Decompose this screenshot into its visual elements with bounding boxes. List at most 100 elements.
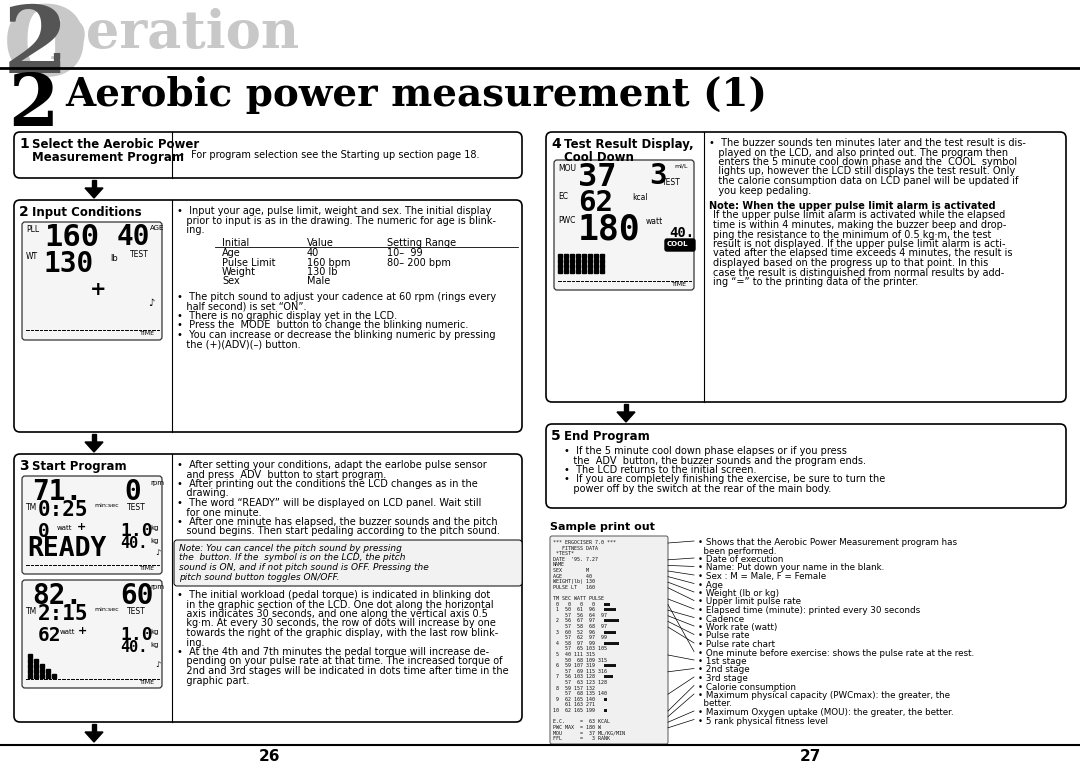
Text: •  If you are completely finishing the exercise, be sure to turn the: • If you are completely finishing the ex…: [564, 475, 886, 485]
Text: in the graphic section of the LCD. One dot along the horizontal: in the graphic section of the LCD. One d…: [177, 600, 494, 610]
Text: •  The initial workload (pedal torque) is indicated in blinking dot: • The initial workload (pedal torque) is…: [177, 590, 490, 600]
Text: • 5 rank physical fitness level: • 5 rank physical fitness level: [698, 716, 828, 726]
Text: TM SEC WATT PULSE: TM SEC WATT PULSE: [553, 596, 604, 601]
Text: 0: 0: [124, 478, 140, 506]
Text: you keep pedaling.: you keep pedaling.: [708, 185, 811, 195]
Text: FFL      =   3 RANK: FFL = 3 RANK: [553, 736, 610, 741]
Text: 40.: 40.: [120, 536, 147, 551]
Text: 3  60  52  96   ■■■■: 3 60 52 96 ■■■■: [553, 629, 616, 635]
Text: power off by the switch at the rear of the main body.: power off by the switch at the rear of t…: [564, 484, 832, 494]
FancyBboxPatch shape: [174, 540, 522, 586]
Text: Test Result Display,: Test Result Display,: [564, 138, 693, 151]
FancyBboxPatch shape: [546, 132, 1066, 402]
FancyBboxPatch shape: [14, 454, 522, 722]
Text: min:sec: min:sec: [94, 607, 119, 612]
Text: drawing.: drawing.: [177, 488, 229, 498]
Text: 10  62 165 199   ■: 10 62 165 199 ■: [553, 708, 607, 713]
Text: 0   0   0   0   ■■: 0 0 0 0 ■■: [553, 601, 610, 607]
Text: ing.: ing.: [177, 638, 204, 648]
Text: 61 163 271: 61 163 271: [553, 703, 595, 707]
Text: time is within 4 minutes, making the buzzer beep and drop-: time is within 4 minutes, making the buz…: [713, 220, 1007, 230]
Text: MOU: MOU: [558, 164, 576, 173]
Text: ing “=” to the printing data of the printer.: ing “=” to the printing data of the prin…: [713, 277, 918, 287]
Text: • Pulse rate: • Pulse rate: [698, 632, 750, 640]
Text: kg·m. At every 30 seconds, the row of dots will increase by one: kg·m. At every 30 seconds, the row of do…: [177, 619, 496, 629]
Text: 5: 5: [551, 429, 561, 443]
FancyBboxPatch shape: [14, 200, 522, 432]
Bar: [92, 724, 96, 732]
Text: ping the resistance to the minimum of 0.5 kg·m, the test: ping the resistance to the minimum of 0.…: [713, 230, 991, 240]
Text: 60: 60: [120, 582, 153, 610]
Text: 1.0: 1.0: [120, 522, 152, 540]
Text: • One minute before exercise: shows the pulse rate at the rest.: • One minute before exercise: shows the …: [698, 649, 974, 658]
Text: •  You can increase or decrease the blinking numeric by pressing: • You can increase or decrease the blink…: [177, 330, 496, 340]
Text: kg: kg: [150, 525, 159, 531]
Text: 57  63 123 128: 57 63 123 128: [553, 680, 607, 685]
FancyBboxPatch shape: [22, 580, 162, 688]
Text: • Shows that the Aerobic Power Measurement program has: • Shows that the Aerobic Power Measureme…: [698, 538, 957, 547]
Text: AGE: AGE: [150, 225, 164, 231]
Text: •  At the 4th and 7th minutes the pedal torque will increase de-: • At the 4th and 7th minutes the pedal t…: [177, 647, 489, 657]
Text: • Sex : M = Male, F = Female: • Sex : M = Male, F = Female: [698, 572, 826, 581]
Text: TIME: TIME: [140, 331, 156, 336]
Text: graphic part.: graphic part.: [177, 675, 249, 685]
Text: Value: Value: [307, 239, 334, 249]
Text: •  The buzzer sounds ten minutes later and the test result is dis-: • The buzzer sounds ten minutes later an…: [708, 138, 1026, 148]
Text: *** ERGOCISER 7.0 ***: *** ERGOCISER 7.0 ***: [553, 540, 616, 545]
Text: O: O: [3, 2, 87, 96]
Polygon shape: [85, 442, 103, 452]
Text: Weight: Weight: [222, 267, 256, 277]
Text: 57  58  68  97: 57 58 68 97: [553, 624, 607, 629]
Text: Initial: Initial: [222, 239, 249, 249]
Text: TM: TM: [26, 607, 37, 616]
Text: Sex: Sex: [222, 276, 240, 286]
Text: Start Program: Start Program: [32, 460, 126, 473]
FancyBboxPatch shape: [546, 424, 1066, 508]
Text: towards the right of the graphic display, with the last row blink-: towards the right of the graphic display…: [177, 628, 498, 638]
Text: 160 bpm: 160 bpm: [307, 257, 351, 268]
Text: been performed.: been performed.: [698, 546, 777, 555]
Text: 130 lb: 130 lb: [307, 267, 337, 277]
Text: • Upper limit pulse rate: • Upper limit pulse rate: [698, 597, 801, 607]
Text: 2:15: 2:15: [38, 604, 89, 624]
Text: TIME: TIME: [140, 680, 156, 685]
Text: 40.: 40.: [120, 640, 147, 655]
Text: +: +: [78, 626, 87, 636]
Text: 7  56 103 128   ■■■: 7 56 103 128 ■■■: [553, 674, 613, 679]
Text: 3: 3: [649, 162, 666, 190]
Text: 62: 62: [38, 626, 62, 645]
Text: •  After one minute has elapsed, the buzzer sounds and the pitch: • After one minute has elapsed, the buzz…: [177, 517, 498, 527]
Text: pending on your pulse rate at that time. The increased torque of: pending on your pulse rate at that time.…: [177, 656, 502, 667]
Text: 8  59 157 132: 8 59 157 132: [553, 686, 595, 691]
Text: PULSE LT   160: PULSE LT 160: [553, 584, 595, 590]
Text: 2: 2: [8, 70, 58, 141]
Text: •  Press the  MODE  button to change the blinking numeric.: • Press the MODE button to change the bl…: [177, 320, 469, 330]
Text: End Program: End Program: [564, 430, 650, 443]
Text: COOL: COOL: [667, 241, 689, 247]
Text: 57  69 115 316: 57 69 115 316: [553, 669, 607, 674]
Text: 2: 2: [3, 2, 69, 92]
Text: vated after the elapsed time exceeds 4 minutes, the result is: vated after the elapsed time exceeds 4 m…: [713, 249, 1013, 259]
Text: ml/L: ml/L: [674, 164, 688, 169]
FancyBboxPatch shape: [665, 239, 696, 251]
Text: 2nd and 3rd stages will be indicated in dots time after time in the: 2nd and 3rd stages will be indicated in …: [177, 666, 509, 676]
Text: 2: 2: [19, 205, 29, 219]
Text: lb: lb: [110, 254, 118, 263]
Text: •  The word “READY” will be displayed on LCD panel. Wait still: • The word “READY” will be displayed on …: [177, 498, 482, 508]
Text: TM: TM: [26, 503, 37, 512]
Bar: [92, 434, 96, 442]
Text: Cool Down: Cool Down: [564, 151, 634, 164]
Text: 1: 1: [19, 137, 29, 151]
Text: ♪: ♪: [148, 298, 154, 308]
Polygon shape: [85, 188, 103, 198]
Text: the calorie consumption data on LCD panel will be updated if: the calorie consumption data on LCD pane…: [708, 176, 1018, 186]
Text: FITNESS DATA: FITNESS DATA: [553, 546, 598, 551]
Text: 0:25: 0:25: [38, 500, 89, 520]
Text: displayed based on the progress up to that point. In this: displayed based on the progress up to th…: [713, 258, 988, 268]
Bar: [92, 180, 96, 188]
Text: Sample print out: Sample print out: [550, 522, 654, 532]
Text: Male: Male: [307, 276, 330, 286]
Text: 57  56  64  97: 57 56 64 97: [553, 613, 607, 618]
Text: •  If the 5 minute cool down phase elapses or if you press: • If the 5 minute cool down phase elapse…: [564, 446, 847, 456]
Text: 71.: 71.: [32, 478, 82, 506]
